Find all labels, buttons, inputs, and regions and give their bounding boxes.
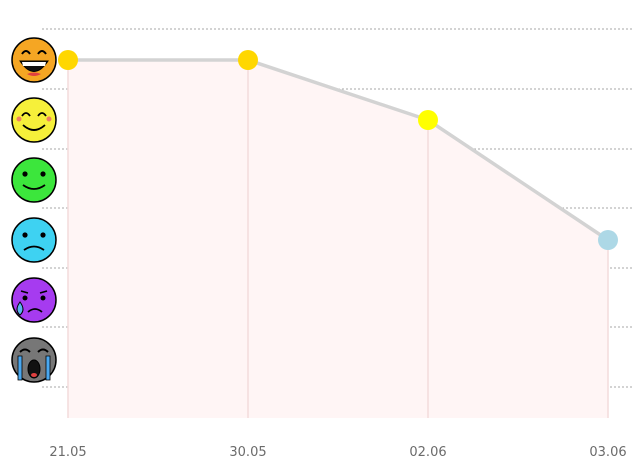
smiling-face-icon: [11, 97, 57, 143]
x-tick-label: 02.06: [409, 445, 446, 460]
x-tick-label: 03.06: [589, 445, 626, 460]
x-axis-tick-labels: 21.05 30.05 02.06 03.06: [49, 445, 626, 460]
frowning-face-icon: [11, 217, 57, 263]
loudly-crying-face-icon: [11, 337, 57, 383]
line-layer: [68, 58, 609, 242]
x-tick-label: 30.05: [229, 445, 266, 460]
point-layer: [58, 50, 618, 250]
data-point: [238, 50, 258, 70]
data-point: [418, 110, 438, 130]
y-axis-mood-icons: [11, 37, 57, 383]
series-line: [68, 58, 609, 242]
data-point: [598, 230, 618, 250]
area-layer: [67, 60, 609, 418]
sad-sweat-face-icon: [11, 277, 57, 323]
area-fill: [68, 60, 608, 418]
data-point: [58, 50, 78, 70]
grinning-face-icon: [11, 37, 57, 83]
slight-smile-face-icon: [11, 157, 57, 203]
x-tick-label: 21.05: [49, 445, 86, 460]
